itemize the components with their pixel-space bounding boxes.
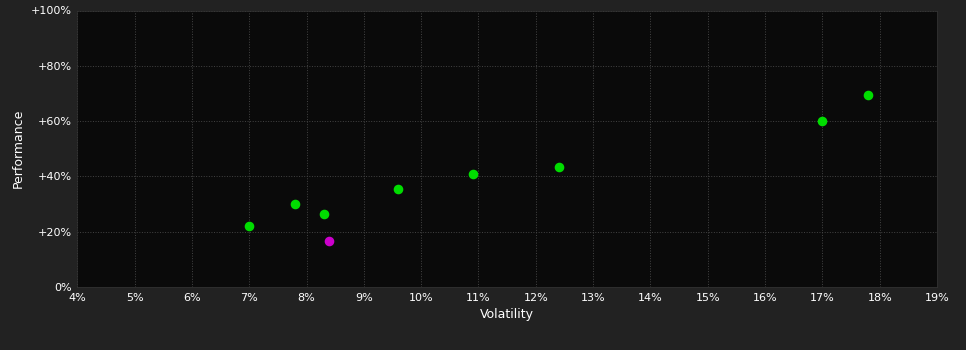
Point <box>390 186 406 192</box>
Point <box>814 118 830 124</box>
Point <box>322 239 337 244</box>
Y-axis label: Performance: Performance <box>13 109 25 188</box>
Point <box>316 211 331 217</box>
Point <box>551 164 566 169</box>
Point <box>242 223 257 229</box>
Point <box>287 201 302 207</box>
Point <box>861 92 876 98</box>
Point <box>465 171 480 176</box>
X-axis label: Volatility: Volatility <box>480 308 534 321</box>
